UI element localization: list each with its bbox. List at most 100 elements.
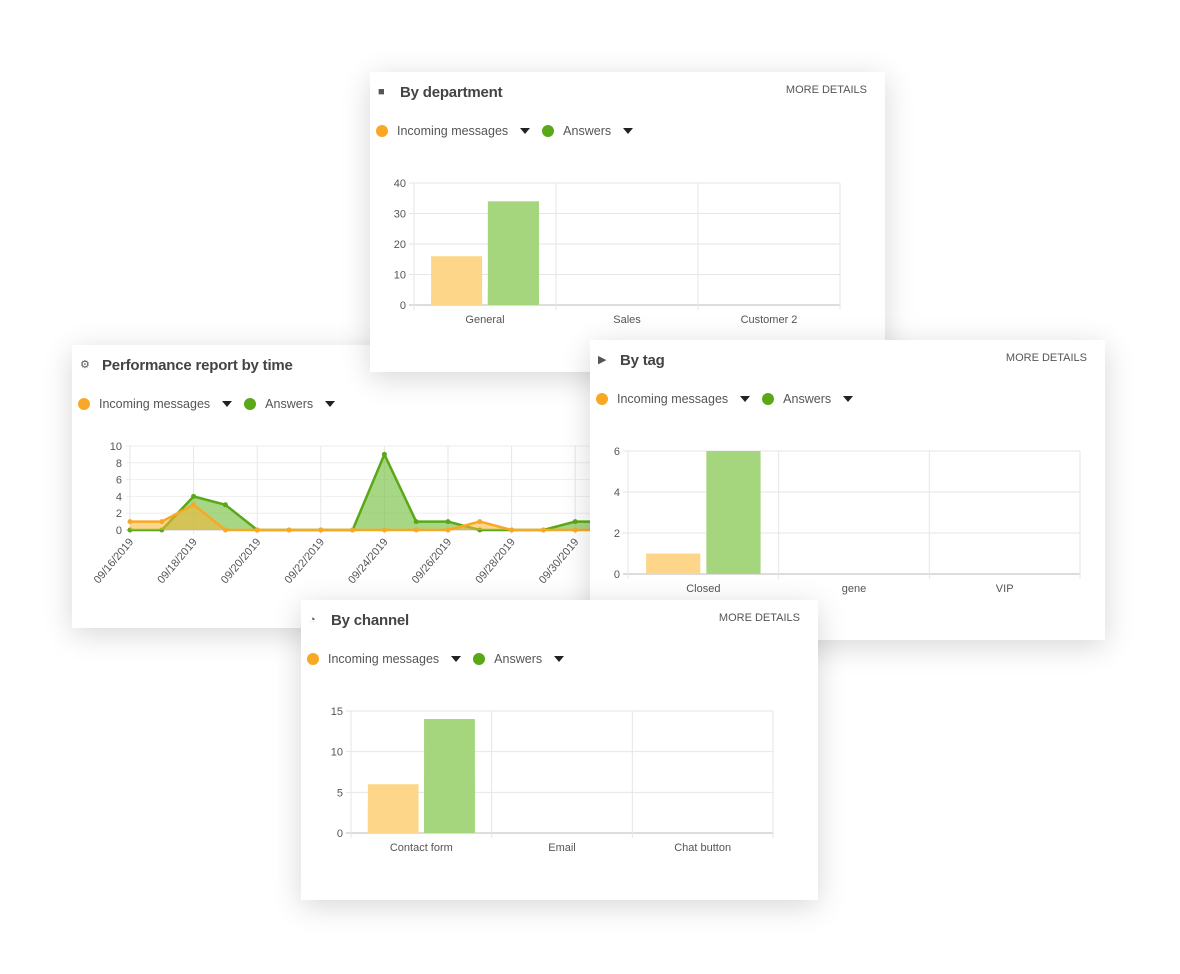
y-tick-label: 2 — [116, 508, 122, 520]
incoming-dot-icon — [596, 393, 608, 405]
answers-point — [572, 519, 578, 525]
legend-incoming[interactable]: Incoming messages — [99, 397, 211, 411]
answers-bar — [424, 719, 475, 833]
answers-bar — [487, 201, 539, 305]
incoming-bar — [367, 808, 419, 833]
caret-down-icon[interactable] — [520, 128, 531, 134]
y-tick-label: 0 — [400, 300, 406, 312]
performance-card: ⚙ Performance report by time Incoming me… — [72, 345, 612, 628]
y-tick-label: 6 — [614, 446, 620, 458]
card-title: By channel — [331, 612, 410, 629]
x-tick-label: Sales — [613, 314, 641, 326]
y-tick-label: 8 — [116, 458, 122, 470]
x-tick-label: 09/18/2019 — [155, 536, 200, 586]
incoming-point — [509, 527, 515, 533]
incoming-point — [191, 502, 197, 508]
x-tick-label: gene — [842, 583, 866, 595]
card-title: By department — [400, 84, 503, 101]
legend-answers[interactable]: Answers — [265, 397, 314, 411]
answers-dot-icon — [762, 393, 775, 405]
y-tick-label: 40 — [394, 178, 406, 190]
legend: Incoming messages Answers — [78, 397, 347, 411]
bar-chart: 0 10 20 30 40 General Sales Customer 2 — [394, 178, 841, 326]
caret-down-icon[interactable] — [451, 656, 462, 662]
x-tick-label: VIP — [996, 583, 1014, 595]
answers-bar — [487, 289, 539, 305]
more-details-button[interactable]: MORE DETAILS — [785, 84, 867, 96]
caret-down-icon[interactable] — [222, 401, 233, 407]
legend: Incoming messages Answers — [376, 124, 645, 138]
incoming-line — [130, 503, 607, 532]
y-tick-label: 4 — [614, 487, 620, 499]
rss-icon: ◔ — [309, 614, 316, 626]
x-tick-label: 09/30/2019 — [537, 536, 582, 586]
y-tick-label: 30 — [394, 209, 406, 221]
incoming-point — [318, 527, 324, 533]
x-tick-label: 09/20/2019 — [219, 536, 264, 586]
caret-down-icon[interactable] — [623, 128, 634, 134]
incoming-dot-icon — [78, 398, 90, 410]
caret-down-icon[interactable] — [740, 396, 751, 402]
y-tick-label: 0 — [116, 525, 122, 537]
incoming-point — [540, 527, 546, 533]
incoming-point — [413, 527, 419, 533]
line-chart: 0 2 4 6 8 10 09/16/2019 09/18/2019 09/20/2019 09/… — [92, 441, 612, 586]
x-tick-label: 09/26/2019 — [410, 536, 455, 586]
incoming-point — [381, 527, 387, 533]
x-tick-label: Closed — [686, 583, 720, 595]
x-tick-label: 09/16/2019 — [92, 536, 137, 586]
y-tick-label: 0 — [337, 828, 343, 840]
incoming-bar — [646, 553, 701, 574]
incoming-point — [254, 527, 260, 533]
department-card: ■ By department MORE DETAILS Incoming me… — [370, 72, 885, 372]
incoming-point — [572, 527, 578, 533]
settings-icon: ⚙ — [80, 359, 90, 371]
x-tick-label: General — [465, 314, 504, 326]
legend-answers[interactable]: Answers — [494, 652, 543, 666]
x-tick-label: 09/22/2019 — [283, 536, 328, 586]
incoming-point — [286, 527, 292, 533]
incoming-point — [350, 527, 356, 533]
caret-down-icon[interactable] — [843, 396, 854, 402]
x-tick-label: Contact form — [390, 842, 453, 854]
more-details-button[interactable]: MORE DETAILS — [718, 612, 800, 624]
y-tick-label: 4 — [116, 491, 122, 503]
bar-chart: 0 5 10 15 Contact form Email Chat button — [331, 706, 774, 854]
caret-down-icon[interactable] — [325, 401, 336, 407]
more-details-button[interactable]: MORE DETAILS — [1005, 352, 1087, 364]
legend: Incoming messages Answers — [307, 652, 576, 666]
incoming-point — [222, 527, 228, 533]
caret-down-icon[interactable] — [554, 656, 565, 662]
incoming-area — [130, 504, 607, 530]
tag-icon: ▶ — [598, 354, 607, 366]
incoming-dot-icon — [307, 653, 319, 665]
answers-point — [191, 493, 197, 499]
legend: Incoming messages Answers — [596, 392, 865, 406]
legend-incoming[interactable]: Incoming messages — [328, 652, 440, 666]
incoming-point — [445, 527, 451, 533]
incoming-point — [477, 519, 483, 525]
y-tick-label: 6 — [116, 475, 122, 487]
answers-dot-icon — [244, 398, 257, 410]
incoming-point — [159, 519, 165, 525]
legend-answers[interactable]: Answers — [783, 392, 832, 406]
answers-dot-icon — [542, 125, 555, 137]
answers-point — [222, 502, 228, 508]
incoming-dot-icon — [376, 125, 388, 137]
incoming-bar — [431, 301, 483, 305]
card-title: Performance report by time — [102, 357, 293, 374]
answers-point — [445, 519, 451, 525]
x-tick-label: Email — [548, 842, 576, 854]
y-tick-label: 10 — [110, 441, 122, 453]
y-tick-label: 2 — [614, 528, 620, 540]
y-tick-label: 10 — [331, 747, 343, 759]
incoming-point — [127, 519, 133, 525]
answers-bar — [706, 451, 761, 574]
card-title: By tag — [620, 352, 665, 369]
legend-answers[interactable]: Answers — [563, 124, 612, 138]
y-tick-label: 0 — [614, 569, 620, 581]
legend-incoming[interactable]: Incoming messages — [617, 392, 729, 406]
x-tick-label: 09/24/2019 — [346, 536, 391, 586]
y-tick-label: 10 — [394, 270, 406, 282]
legend-incoming[interactable]: Incoming messages — [397, 124, 509, 138]
